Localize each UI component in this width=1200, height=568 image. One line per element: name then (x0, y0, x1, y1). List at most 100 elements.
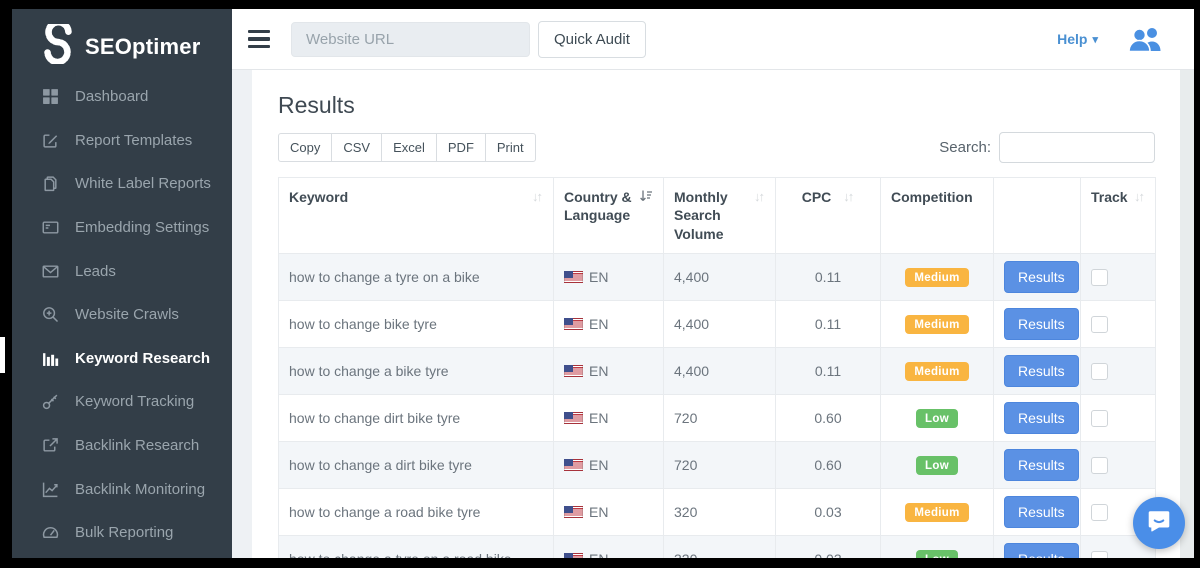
dashboard-icon (42, 88, 59, 105)
website-url-input[interactable] (291, 21, 530, 57)
track-checkbox[interactable] (1091, 409, 1108, 427)
action-cell: Results (993, 535, 1081, 558)
help-menu[interactable]: Help ▾ (1057, 31, 1098, 47)
results-button[interactable]: Results (1004, 543, 1079, 558)
chevron-down-icon: ▾ (1092, 33, 1098, 46)
sort-icon: ↓↑ (843, 189, 854, 204)
cpc-cell: 0.60 (775, 394, 881, 443)
copy-export-button[interactable]: Copy (278, 133, 333, 162)
search-label: Search: (939, 139, 991, 156)
results-button[interactable]: Results (1004, 402, 1079, 435)
track-checkbox[interactable] (1091, 456, 1108, 474)
keyword-cell: how to change a bike tyre (278, 347, 554, 396)
volume-cell: 720 (663, 394, 776, 443)
sidebar-item-white-label-reports[interactable]: White Label Reports (12, 162, 232, 206)
table-body: how to change a tyre on a bike EN 4,400 0.1… (278, 253, 1156, 558)
logo-text: SEOptimer (85, 33, 201, 59)
col-header-keyword[interactable]: Keyword ↓↑ (278, 176, 554, 255)
competition-cell: Low (880, 535, 994, 558)
seoptimer-gear-icon (40, 18, 76, 69)
col-header-monthly-search-volume[interactable]: Monthly Search Volume ↓↑ (663, 176, 776, 255)
action-cell: Results (993, 300, 1081, 349)
bulk-reporting-icon (42, 524, 59, 541)
sidebar-item-label: Keyword Tracking (75, 393, 195, 411)
print-export-button[interactable]: Print (484, 133, 536, 162)
competition-badge: Low (916, 549, 958, 558)
page-title: Results (278, 92, 355, 118)
seoptimer-logo[interactable]: SEOptimer (12, 9, 232, 71)
sidebar-item-leads[interactable]: Leads (12, 249, 232, 293)
cpc-cell: 0.03 (775, 535, 881, 558)
account-users-icon[interactable] (1128, 26, 1162, 52)
chat-bubble-icon (1146, 508, 1172, 539)
cpc-cell: 0.11 (775, 253, 881, 302)
keyword-cell: how to change a tyre on a road bike (278, 535, 554, 558)
search-input[interactable] (999, 132, 1155, 163)
competition-cell: Medium (880, 300, 994, 349)
col-header-track[interactable]: Track ↓↑ (1080, 176, 1156, 255)
sidebar-item-bulk-reporting[interactable]: Bulk Reporting (12, 511, 232, 555)
cpc-cell: 0.11 (775, 300, 881, 349)
keyword-results-table: Keyword ↓↑ Country & Language Monthly Searc… (278, 176, 1156, 558)
results-button[interactable]: Results (1004, 449, 1079, 482)
results-card: Results Copy CSV Excel PDF Print Search: Key… (252, 70, 1180, 558)
country-language-cell: EN (553, 441, 664, 490)
us-flag-icon (564, 459, 583, 472)
track-cell (1080, 253, 1156, 302)
country-language-cell: EN (553, 253, 664, 302)
excel-export-button[interactable]: Excel (381, 133, 437, 162)
active-item-indicator (0, 337, 5, 373)
track-checkbox[interactable] (1091, 362, 1108, 380)
results-button[interactable]: Results (1004, 308, 1079, 341)
csv-export-button[interactable]: CSV (331, 133, 383, 162)
track-checkbox[interactable] (1091, 550, 1108, 558)
competition-cell: Low (880, 441, 994, 490)
vertical-scrollbar[interactable] (1180, 70, 1194, 558)
table-toolbar: Copy CSV Excel PDF Print Search: (278, 132, 1155, 163)
track-cell (1080, 535, 1156, 558)
keyword-cell: how to change a dirt bike tyre (278, 441, 554, 490)
results-button[interactable]: Results (1004, 496, 1079, 529)
sidebar-item-embedding-settings[interactable]: Embedding Settings (12, 206, 232, 250)
sidebar-item-website-crawls[interactable]: Website Crawls (12, 293, 232, 337)
track-checkbox[interactable] (1091, 268, 1108, 286)
track-checkbox[interactable] (1091, 503, 1108, 521)
col-header-country-language[interactable]: Country & Language (553, 176, 664, 255)
chat-widget-button[interactable] (1133, 497, 1185, 549)
track-cell (1080, 300, 1156, 349)
quick-audit-button[interactable]: Quick Audit (538, 20, 646, 58)
competition-badge: Low (916, 455, 958, 475)
sidebar-item-label: Report Templates (75, 131, 193, 149)
sidebar: SEOptimer Dashboard Report Templates White… (12, 9, 232, 558)
cpc-cell: 0.03 (775, 488, 881, 537)
sidebar-item-backlink-monitoring[interactable]: Backlink Monitoring (12, 467, 232, 511)
sidebar-item-keyword-tracking[interactable]: Keyword Tracking (12, 380, 232, 424)
sidebar-item-dashboard[interactable]: Dashboard (12, 75, 232, 119)
sidebar-item-label: Embedding Settings (75, 219, 210, 237)
sort-icon: ↓↑ (754, 189, 765, 204)
table-row: how to change bike tyre EN 4,400 0.11 Medium… (278, 300, 1156, 349)
competition-cell: Medium (880, 347, 994, 396)
sidebar-item-label: White Label Reports (75, 175, 211, 193)
column-label: Keyword (289, 189, 349, 205)
action-cell: Results (993, 253, 1081, 302)
results-button[interactable]: Results (1004, 355, 1079, 388)
sidebar-item-keyword-research[interactable]: Keyword Research (12, 337, 232, 381)
competition-badge: Medium (905, 314, 969, 334)
volume-cell: 4,400 (663, 300, 776, 349)
sidebar-item-label: Leads (75, 262, 116, 280)
sidebar-item-report-templates[interactable]: Report Templates (12, 119, 232, 163)
track-checkbox[interactable] (1091, 315, 1108, 333)
us-flag-icon (564, 412, 583, 425)
language-code: EN (589, 504, 609, 521)
column-label: Country & Language (564, 189, 632, 224)
hamburger-menu-icon[interactable] (248, 30, 270, 48)
competition-badge: Medium (905, 267, 969, 287)
competition-badge: Medium (905, 502, 969, 522)
pdf-export-button[interactable]: PDF (435, 133, 486, 162)
sidebar-item-backlink-research[interactable]: Backlink Research (12, 424, 232, 468)
track-cell (1080, 441, 1156, 490)
results-button[interactable]: Results (1004, 261, 1079, 294)
col-header-competition: Competition (880, 176, 994, 255)
col-header-cpc[interactable]: CPC ↓↑ (775, 176, 881, 255)
